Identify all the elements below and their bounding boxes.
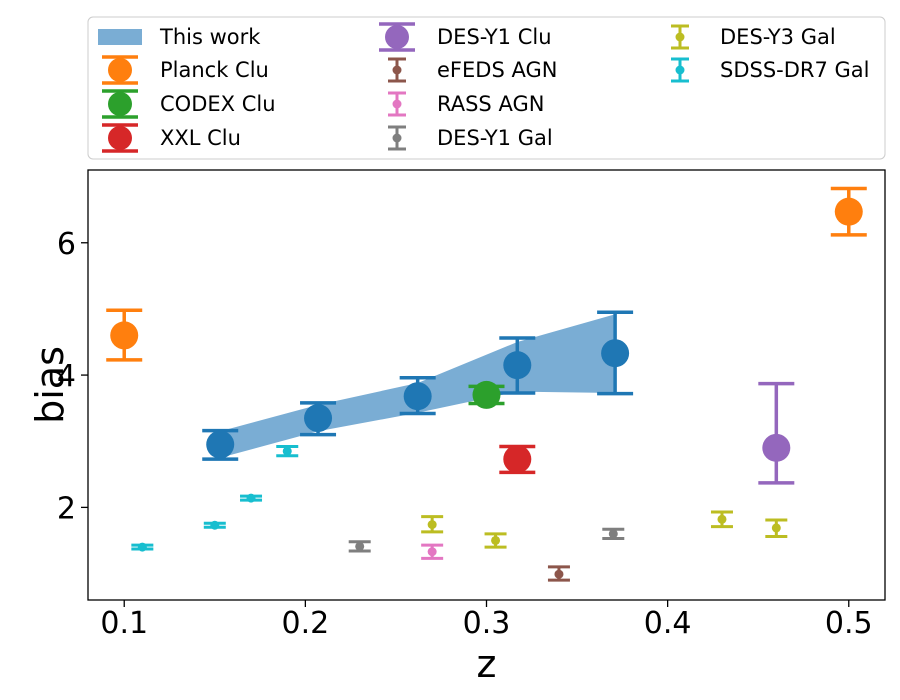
point-sdss-dr7-gal [276,445,299,458]
marker-des-y1-gal [355,541,365,551]
point-des-y1-gal [602,527,625,540]
point-rass-agn [421,543,444,560]
legend-marker [108,92,132,116]
marker-planck-clu [110,321,139,350]
legend-label: SDSS-DR7 Gal [720,58,870,82]
legend: This work Planck Clu CODEX Clu XXL Clu DES-Y… [98,22,870,153]
point-efeds-agn [547,565,570,582]
marker-sdss-dr7-gal [282,446,292,456]
point-xxl-clu [499,444,536,475]
legend-item-planck-clu: Planck Clu [102,55,269,85]
point-codex-clu [468,380,505,409]
point-this-work-points [202,428,239,461]
legend-label: DES-Y1 Gal [437,126,553,150]
legend-marker [675,32,685,42]
marker-codex-clu [472,380,501,409]
legend-item-this-work: This work [98,25,261,49]
marker-des-y3-gal [491,535,501,545]
marker-xxl-clu [503,445,532,474]
y-tick-label: 6 [57,227,76,262]
point-des-y3-gal [484,532,507,549]
marker-rass-agn [427,547,437,557]
legend-item-efeds-agn: eFEDS AGN [388,57,557,83]
x-tick-label: 0.2 [282,606,330,641]
point-des-y1-clu [758,381,795,485]
legend-label: CODEX Clu [160,92,276,116]
legend-label: eFEDS AGN [437,58,557,82]
marker-this-work-points [403,382,432,411]
point-sdss-dr7-gal [203,520,226,530]
marker-sdss-dr7-gal [210,520,220,530]
legend-marker [392,133,402,143]
legend-label: RASS AGN [437,92,544,116]
point-sdss-dr7-gal [131,542,154,552]
point-des-y3-gal [421,515,444,534]
points-layer [106,186,867,582]
legend-item-rass-agn: RASS AGN [388,91,544,117]
point-des-y3-gal [765,518,788,538]
legend-item-xxl-clu: XXL Clu [102,123,241,153]
point-planck-clu [830,186,867,237]
point-des-y3-gal [710,510,733,529]
x-tick-label: 0.3 [463,606,511,641]
marker-des-y3-gal [717,514,727,524]
marker-this-work-points [601,339,630,368]
legend-marker [385,25,409,49]
marker-efeds-agn [554,569,564,579]
legend-marker [108,126,132,150]
axes-layer: 0.1 0.2 0.3 0.4 0.5 2 4 6 [57,227,873,641]
legend-frame [87,16,886,160]
x-axis-label: z [477,642,497,686]
legend-label: DES-Y1 Clu [437,25,552,49]
legend-marker [675,65,685,75]
legend-swatch [98,29,142,45]
point-this-work-points [499,336,536,395]
point-des-y1-gal [348,540,371,553]
legend-item-sdss-dr7-gal: SDSS-DR7 Gal [671,57,870,83]
marker-sdss-dr7-gal [137,542,147,552]
legend-marker [108,58,132,82]
legend-item-des-y3-gal: DES-Y3 Gal [671,24,836,50]
legend-marker [392,65,402,75]
point-this-work-points [300,401,337,437]
marker-des-y3-gal [771,523,781,533]
marker-planck-clu [834,197,863,226]
marker-des-y1-gal [608,529,618,539]
legend-item-des-y1-clu: DES-Y1 Clu [379,22,552,52]
y-axis-label: bias [28,346,72,424]
x-tick-label: 0.1 [100,606,148,641]
legend-item-des-y1-gal: DES-Y1 Gal [388,125,553,151]
marker-this-work-points [304,404,333,433]
marker-des-y1-clu [762,433,791,462]
legend-label: XXL Clu [160,126,241,150]
point-this-work-points [399,375,436,416]
y-tick-label: 2 [57,491,76,526]
legend-label: DES-Y3 Gal [720,25,836,49]
marker-sdss-dr7-gal [246,493,256,503]
marker-this-work-points [503,351,532,380]
point-planck-clu [106,308,143,362]
legend-marker [392,99,402,109]
x-tick-label: 0.5 [825,606,873,641]
marker-this-work-points [206,430,235,459]
legend-label: Planck Clu [160,58,269,82]
point-sdss-dr7-gal [240,493,263,503]
y-tick-label: 4 [57,359,76,394]
point-this-work-points [597,310,634,396]
marker-des-y3-gal [427,520,437,530]
legend-item-codex-clu: CODEX Clu [102,89,276,119]
x-tick-label: 0.4 [644,606,692,641]
legend-label: This work [159,25,261,49]
